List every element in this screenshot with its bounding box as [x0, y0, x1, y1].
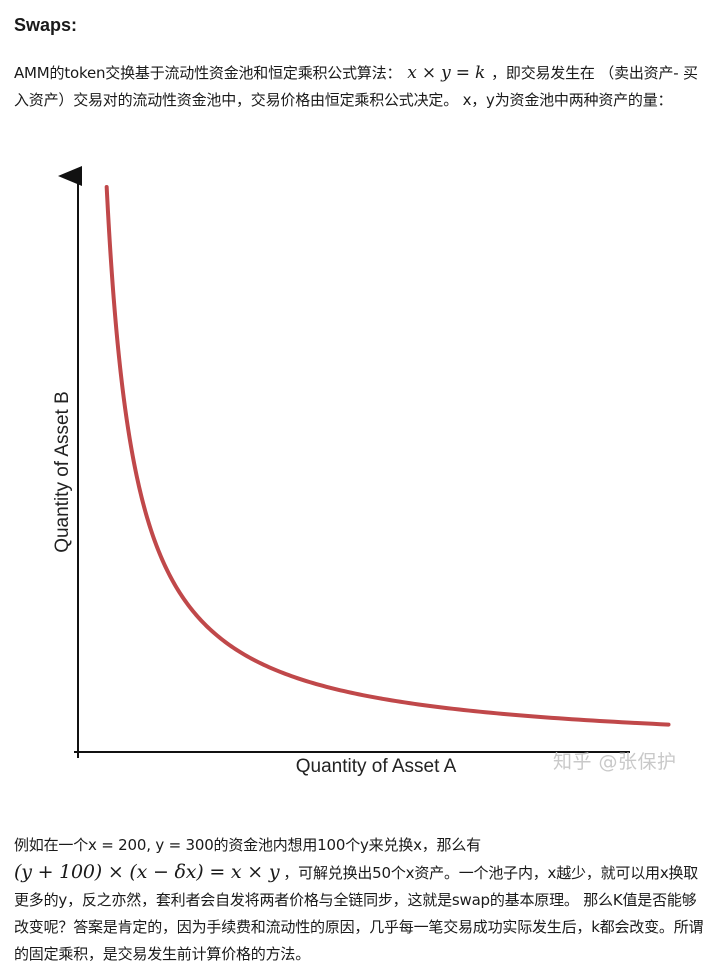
swap-formula: (y + 100) × (x − δx) = x × y [14, 861, 280, 883]
x-axis-label: Quantity of Asset A [296, 756, 457, 777]
intro-paragraph: AMM的token交换基于流动性资金池和恒定乘积公式算法： x × y = k ，即… [14, 60, 709, 114]
section-heading: Swaps: [14, 15, 78, 35]
y-axis-label: Quantity of Asset B [52, 391, 73, 553]
intro-text-after: ，即交易发生在 （卖出资产- 买入资产）交易对的流动性资金池中，交易价格由恒定乘… [14, 64, 698, 109]
constant-product-curve [104, 184, 671, 727]
example-text-2: ，可解兑换出50个x资产。一个池子内，x越少，就可以用x换取更多的y，反之亦然，… [14, 864, 704, 963]
constant-product-chart: Quantity of Asset A Quantity of Asset B [52, 166, 671, 777]
constant-product-formula: x × y = k [407, 63, 486, 83]
intro-text-before: AMM的token交换基于流动性资金池和恒定乘积公式算法： [14, 64, 402, 82]
example-paragraph: 例如在一个x = 200, y = 300的资金池内想用100个y来兑换x，那么… [14, 832, 709, 968]
example-text-1: 例如在一个x = 200, y = 300的资金池内想用100个y来兑换x，那么… [14, 836, 481, 854]
watermark: 知乎 @张保护 [553, 751, 677, 773]
